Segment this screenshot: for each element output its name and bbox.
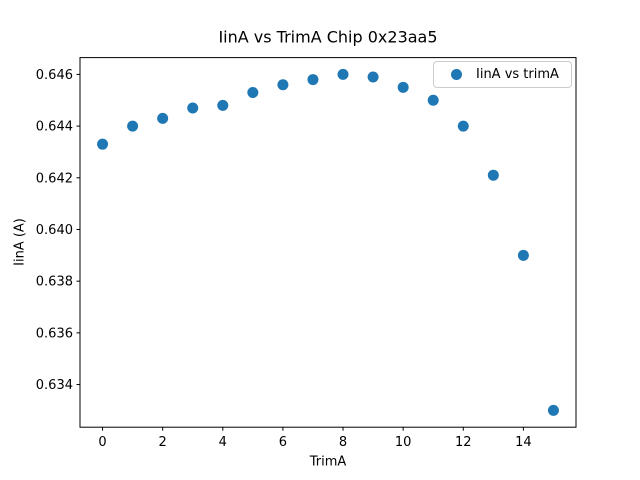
data-point bbox=[277, 79, 289, 91]
data-point bbox=[457, 120, 469, 132]
axes-frame bbox=[79, 57, 577, 428]
data-point bbox=[217, 99, 229, 111]
data-point bbox=[397, 81, 409, 93]
x-axis-label: TrimA bbox=[309, 454, 347, 470]
y-tick-label: 0.646 bbox=[36, 68, 73, 83]
y-tick-label: 0.636 bbox=[36, 326, 73, 341]
x-tick-label: 4 bbox=[219, 435, 227, 450]
data-point bbox=[127, 120, 139, 132]
y-tick-label: 0.638 bbox=[36, 275, 73, 290]
data-point bbox=[187, 102, 199, 114]
data-point bbox=[247, 86, 259, 98]
data-point bbox=[517, 249, 529, 261]
x-tick-label: 8 bbox=[339, 435, 347, 450]
data-point bbox=[307, 74, 319, 86]
data-point bbox=[427, 94, 439, 106]
x-tick-label: 14 bbox=[515, 435, 532, 450]
data-point bbox=[337, 68, 349, 80]
data-point bbox=[157, 112, 169, 124]
data-point bbox=[97, 138, 109, 150]
data-point bbox=[547, 404, 559, 416]
legend: IinA vs trimA bbox=[433, 61, 572, 88]
legend-label: IinA vs trimA bbox=[476, 67, 559, 82]
x-tick-label: 12 bbox=[455, 435, 472, 450]
x-tick-label: 6 bbox=[279, 435, 287, 450]
y-tick-label: 0.642 bbox=[36, 171, 73, 186]
x-tick-label: 2 bbox=[159, 435, 167, 450]
legend-marker-dot bbox=[451, 69, 462, 80]
y-tick-label: 0.644 bbox=[36, 120, 73, 135]
data-point bbox=[367, 71, 379, 83]
y-tick-label: 0.640 bbox=[36, 223, 73, 238]
chart-title: IinA vs TrimA Chip 0x23aa5 bbox=[218, 27, 438, 47]
x-tick-label: 0 bbox=[98, 435, 106, 450]
y-tick-label: 0.634 bbox=[36, 378, 73, 393]
y-axis-label: IinA (A) bbox=[12, 218, 28, 266]
x-tick-label: 10 bbox=[395, 435, 412, 450]
data-point bbox=[487, 169, 499, 181]
